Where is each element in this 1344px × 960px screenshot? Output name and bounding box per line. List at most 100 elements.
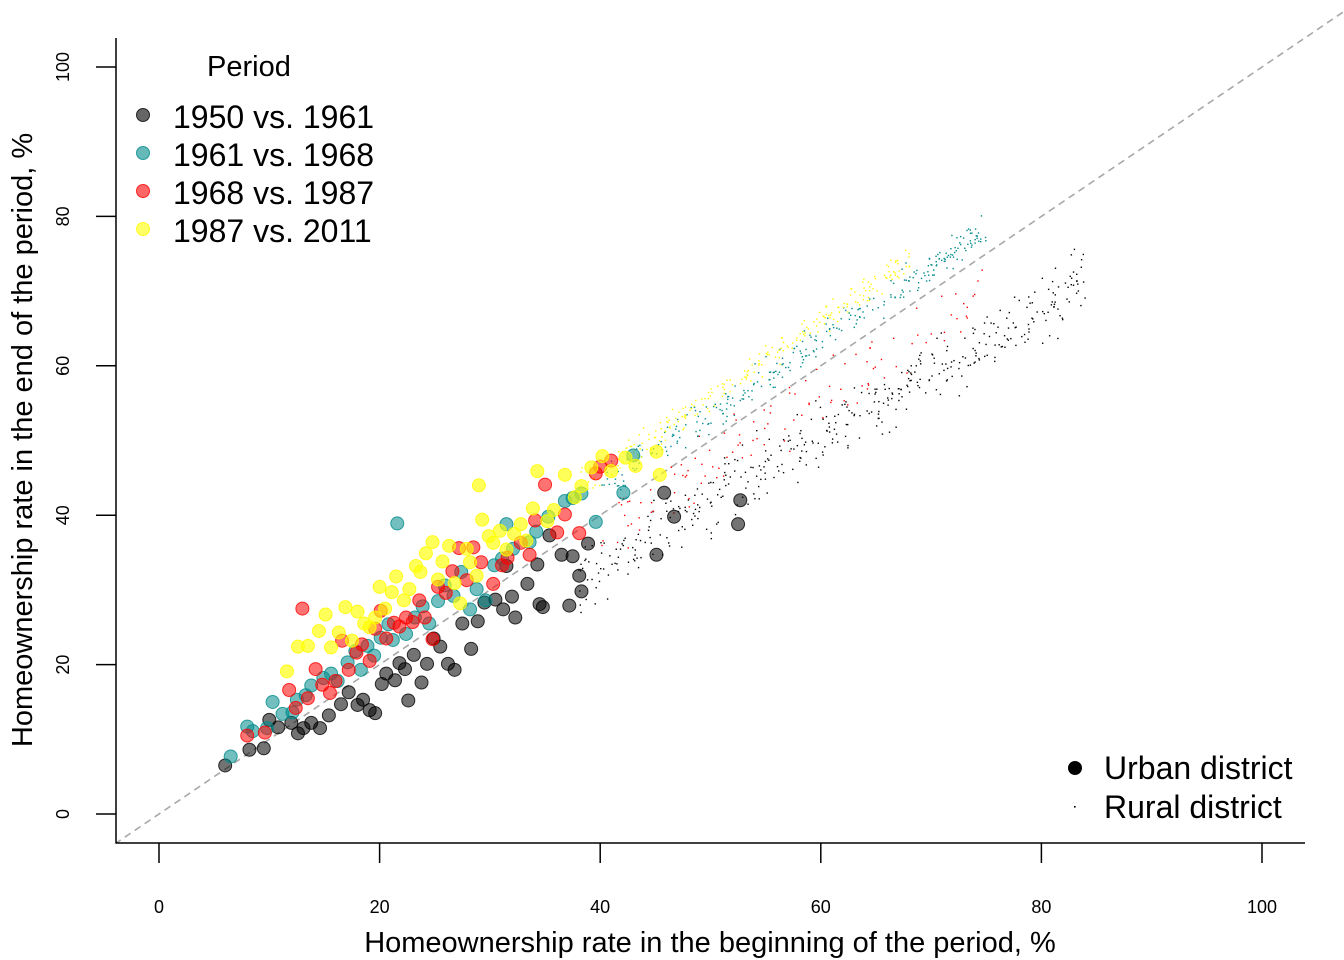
rural-point — [898, 387, 900, 390]
rural-point — [745, 378, 748, 380]
rural-point — [723, 392, 725, 395]
rural-point — [668, 542, 670, 544]
rural-point — [1014, 326, 1016, 329]
rural-point — [727, 395, 730, 398]
rural-point — [799, 350, 801, 352]
rural-point — [768, 371, 771, 374]
rural-point — [947, 254, 950, 257]
rural-point — [781, 376, 784, 378]
urban-point — [402, 582, 417, 597]
rural-point — [849, 314, 852, 316]
rural-point — [1077, 283, 1079, 285]
rural-point — [952, 267, 954, 270]
rural-point — [946, 345, 949, 348]
rural-point — [672, 508, 675, 510]
rural-point — [739, 382, 742, 385]
rural-point — [635, 448, 638, 450]
rural-point — [793, 448, 795, 450]
rural-point — [731, 451, 734, 453]
rural-point — [920, 352, 922, 354]
urban-point — [256, 741, 271, 756]
rural-point — [746, 374, 749, 377]
rural-point — [928, 279, 931, 282]
rural-point — [862, 311, 864, 313]
rural-point — [919, 354, 921, 357]
rural-point — [682, 474, 684, 477]
rural-point — [888, 271, 890, 273]
rural-point — [896, 275, 899, 278]
urban-point — [338, 600, 353, 615]
rural-point — [788, 392, 791, 394]
rural-point — [1073, 248, 1076, 251]
rural-point — [587, 488, 589, 491]
rural-point — [685, 424, 687, 426]
rural-point — [741, 457, 744, 459]
rural-point — [1076, 280, 1078, 283]
rural-point — [952, 256, 955, 258]
rural-point — [792, 342, 794, 344]
rural-point — [885, 276, 887, 279]
rural-point — [964, 337, 966, 339]
rural-point — [869, 347, 872, 349]
rural-point — [804, 335, 806, 337]
rural-point — [699, 429, 701, 432]
rural-point — [753, 382, 755, 385]
rural-point — [917, 384, 919, 387]
rural-point — [641, 449, 644, 451]
rural-point — [997, 326, 999, 328]
rural-point — [962, 237, 965, 239]
rural-point — [691, 518, 693, 521]
urban-point — [557, 467, 572, 482]
rural-point — [688, 497, 690, 500]
rural-point — [868, 392, 870, 395]
rural-point — [599, 484, 601, 487]
urban-point — [417, 610, 432, 625]
rural-point — [828, 385, 831, 388]
rural-point — [697, 415, 699, 418]
rural-point — [681, 526, 683, 528]
rural-point — [815, 325, 818, 327]
rural-point — [835, 421, 837, 424]
rural-point — [891, 392, 893, 394]
urban-point — [397, 662, 412, 677]
rural-point — [755, 475, 758, 477]
rural-point — [670, 466, 672, 468]
rural-point — [1041, 342, 1044, 344]
rural-point — [815, 335, 817, 337]
rural-point — [705, 528, 708, 531]
urban-point — [528, 513, 543, 528]
rural-point — [912, 276, 914, 279]
rural-point — [909, 380, 911, 382]
rural-point — [874, 366, 876, 368]
rural-point — [653, 499, 655, 502]
rural-point — [697, 435, 699, 437]
rural-point — [880, 358, 883, 361]
rural-point — [609, 555, 611, 557]
rural-point — [1082, 253, 1085, 256]
rural-point — [967, 364, 970, 367]
rural-point — [818, 396, 821, 398]
rural-point — [783, 440, 786, 442]
rural-point — [804, 441, 807, 443]
rural-point — [841, 404, 843, 406]
rural-point — [754, 363, 756, 365]
rural-point — [858, 308, 860, 310]
rural-point — [725, 484, 727, 487]
rural-point — [920, 277, 923, 280]
rural-point — [817, 331, 819, 333]
rural-point — [940, 332, 943, 334]
rural-point — [873, 297, 875, 300]
urban-point — [574, 584, 589, 599]
urban-point — [384, 585, 399, 600]
identity-reference-line — [114, 10, 1344, 845]
rural-point — [868, 289, 871, 292]
rural-point — [866, 410, 868, 412]
rural-point — [961, 375, 963, 377]
rural-point — [914, 371, 916, 373]
urban-point — [535, 600, 550, 615]
rural-point — [708, 422, 710, 425]
rural-point — [806, 326, 808, 328]
rural-point — [828, 327, 831, 330]
rural-point — [994, 360, 996, 363]
rural-point — [698, 510, 700, 513]
